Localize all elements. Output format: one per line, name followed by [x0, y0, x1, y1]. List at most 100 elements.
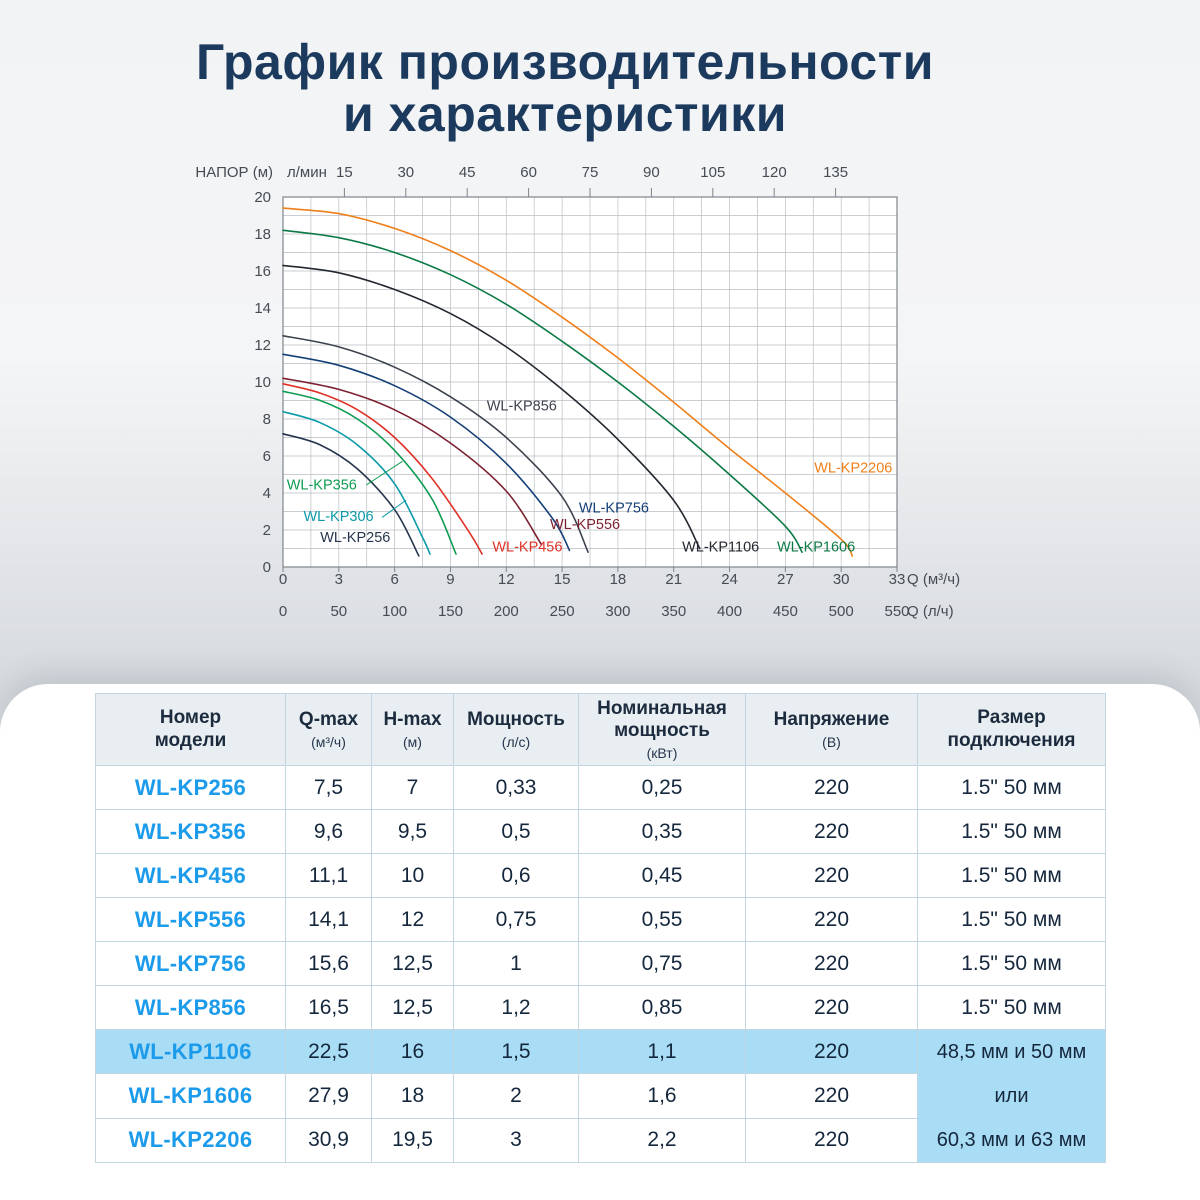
table-row-WL-KP756: WL-KP756 15,6 12,5 1 0,75 220 1.5" 50 мм [95, 941, 1106, 986]
cell-power: 0,5 [453, 809, 579, 854]
cell-hmax: 10 [371, 853, 454, 898]
cell-model: WL-KP1606 [95, 1073, 286, 1119]
curve-label-WL-KP456: WL-KP456 [492, 539, 562, 555]
top-axis-tick-label: 75 [582, 164, 599, 181]
size-merged-line: 48,5 мм и 50 мм [936, 1041, 1087, 1063]
cell-power: 0,33 [453, 765, 579, 810]
y-axis-tick-label: 10 [254, 374, 271, 391]
cell-hmax: 12,5 [371, 941, 454, 986]
size-merged-line: 60,3 мм и 63 мм [936, 1129, 1087, 1151]
column-header-title: Напряжение [773, 708, 890, 730]
x-axis-m3h-tick-label: 9 [446, 571, 454, 588]
y-axis-tick-label: 14 [254, 300, 271, 317]
cell-model: WL-KP1106 [95, 1028, 286, 1075]
cell-nominal: 0,75 [578, 941, 746, 986]
y-axis-tick-label: 6 [263, 448, 271, 465]
column-header-3: Мощность (л/с) [453, 693, 579, 766]
cell-hmax: 18 [371, 1073, 454, 1119]
column-header-title: Номер модели [154, 707, 227, 751]
cell-power: 3 [453, 1117, 579, 1164]
curve-WL-KP256 [282, 433, 420, 557]
cell-size: 1.5" 50 мм [917, 897, 1106, 942]
chart-top-axis: НАПОР (м) л/мин 15 30 45 60 75 90 105 120 135 [195, 164, 848, 197]
page-title-line2: и характеристики [343, 86, 787, 142]
cell-qmax: 14,1 [285, 897, 372, 942]
cell-voltage: 220 [745, 765, 918, 810]
x-axis-m3h-tick-label: 21 [665, 571, 682, 588]
cell-size: 1.5" 50 мм [917, 809, 1106, 854]
y-axis-tick-label: 4 [263, 485, 271, 502]
performance-chart: НАПОР (м) л/мин 15 30 45 60 75 90 105 120 135 0 2 4 6 8… [185, 148, 985, 638]
cell-size: 1.5" 50 мм [917, 853, 1106, 898]
cell-hmax: 9,5 [371, 809, 454, 854]
cell-power: 0,6 [453, 853, 579, 898]
table-row-WL-KP1606: WL-KP1606 27,9 18 2 1,6 220 [95, 1073, 1106, 1119]
x-axis-m3h-tick-label: 6 [390, 571, 398, 588]
table-row-WL-KP456: WL-KP456 11,1 10 0,6 0,45 220 1.5" 50 мм [95, 853, 1106, 898]
y-axis-tick-label: 16 [254, 263, 271, 280]
cell-nominal: 0,25 [578, 765, 746, 810]
chart-series [282, 207, 854, 557]
column-header-unit: (кВт) [646, 745, 678, 762]
column-header-4: Номинальная мощность (кВт) [578, 693, 746, 766]
page-title-line1: График производительности [196, 34, 934, 90]
chart-x-axis-m3h: 0 3 6 9 12 15 18 21 24 27 30 33 Q (м³/ч) [279, 567, 960, 588]
cell-qmax: 30,9 [285, 1117, 372, 1164]
cell-qmax: 22,5 [285, 1028, 372, 1075]
table-row-WL-KP2206: WL-KP2206 30,9 19,5 3 2,2 220 [95, 1117, 1106, 1164]
x-axis-lh-tick-label: 550 [884, 603, 909, 620]
curve-label-WL-KP556: WL-KP556 [550, 517, 620, 533]
curve-WL-KP2206 [282, 207, 854, 557]
cell-hmax: 12,5 [371, 985, 454, 1030]
cell-power: 1,5 [453, 1028, 579, 1075]
cell-voltage: 220 [745, 897, 918, 942]
spec-card: Номер модели Q-max (м³/ч) H-max (м) Мощность (… [0, 684, 1200, 1200]
cell-model: WL-KP856 [95, 985, 286, 1030]
curve-WL-KP456 [282, 383, 483, 555]
y-axis-tick-label: 12 [254, 337, 271, 354]
column-header-title: H-max [383, 708, 442, 730]
head-axis-label: НАПОР (м) [195, 164, 273, 181]
chart-svg: НАПОР (м) л/мин 15 30 45 60 75 90 105 120 13502468… [195, 164, 960, 620]
table-row-WL-KP356: WL-KP356 9,6 9,5 0,5 0,35 220 1.5" 50 мм [95, 809, 1106, 854]
x-axis-m3h-tick-label: 30 [833, 571, 850, 588]
x-axis-lh-tick-label: 200 [494, 603, 519, 620]
column-header-title: Номинальная мощность [597, 697, 727, 741]
curve-label-WL-KP756: WL-KP756 [579, 500, 649, 516]
column-header-2: H-max (м) [371, 693, 454, 766]
table-header-row: Номер модели Q-max (м³/ч) H-max (м) Мощность (… [95, 693, 1106, 766]
curve-label-WL-KP356: WL-KP356 [287, 477, 357, 493]
curve-label-WL-KP256: WL-KP256 [320, 530, 390, 546]
cell-voltage: 220 [745, 941, 918, 986]
top-axis-tick-label: 45 [459, 164, 476, 181]
table-row-WL-KP1106: WL-KP1106 22,5 16 1,5 1,1 220 48,5 мм и 50 мм и… [95, 1028, 1106, 1163]
x-axis-lh-tick-label: 50 [330, 603, 347, 620]
x-axis-m3h-tick-label: 18 [610, 571, 627, 588]
top-axis-tick-label: 30 [397, 164, 414, 181]
leader-WL-KP306 [382, 499, 407, 518]
x-axis-lh-tick-label: 150 [438, 603, 463, 620]
column-header-6: Размер подключения [917, 693, 1106, 766]
column-header-title: Q-max [298, 708, 359, 730]
x-axis-lh-tick-label: 250 [550, 603, 575, 620]
column-header-title: Размер подключения [947, 707, 1076, 751]
x-axis-m3h-tick-label: 3 [335, 571, 343, 588]
x-axis-m3h-tick-label: 27 [777, 571, 794, 588]
chart-root: НАПОР (м) л/мин 15 30 45 60 75 90 105 120 13502468… [195, 164, 960, 620]
cell-qmax: 9,6 [285, 809, 372, 854]
cell-voltage: 220 [745, 1073, 918, 1119]
x-axis-lh-tick-label: 500 [829, 603, 854, 620]
cell-voltage: 220 [745, 1117, 918, 1164]
y-axis-tick-label: 0 [263, 559, 271, 576]
curve-WL-KP756 [282, 353, 571, 552]
cell-hmax: 12 [371, 897, 454, 942]
spec-table: Номер модели Q-max (м³/ч) H-max (м) Мощность (… [95, 693, 1106, 1164]
cell-model: WL-KP2206 [95, 1117, 286, 1164]
size-merged-line: или [994, 1085, 1029, 1107]
top-axis-tick-label: 135 [823, 164, 848, 181]
table-row-WL-KP256: WL-KP256 7,5 7 0,33 0,25 220 1.5" 50 мм [95, 765, 1106, 810]
cell-model: WL-KP256 [95, 765, 286, 810]
column-header-unit: (м) [403, 734, 422, 751]
y-axis-tick-label: 8 [263, 411, 271, 428]
